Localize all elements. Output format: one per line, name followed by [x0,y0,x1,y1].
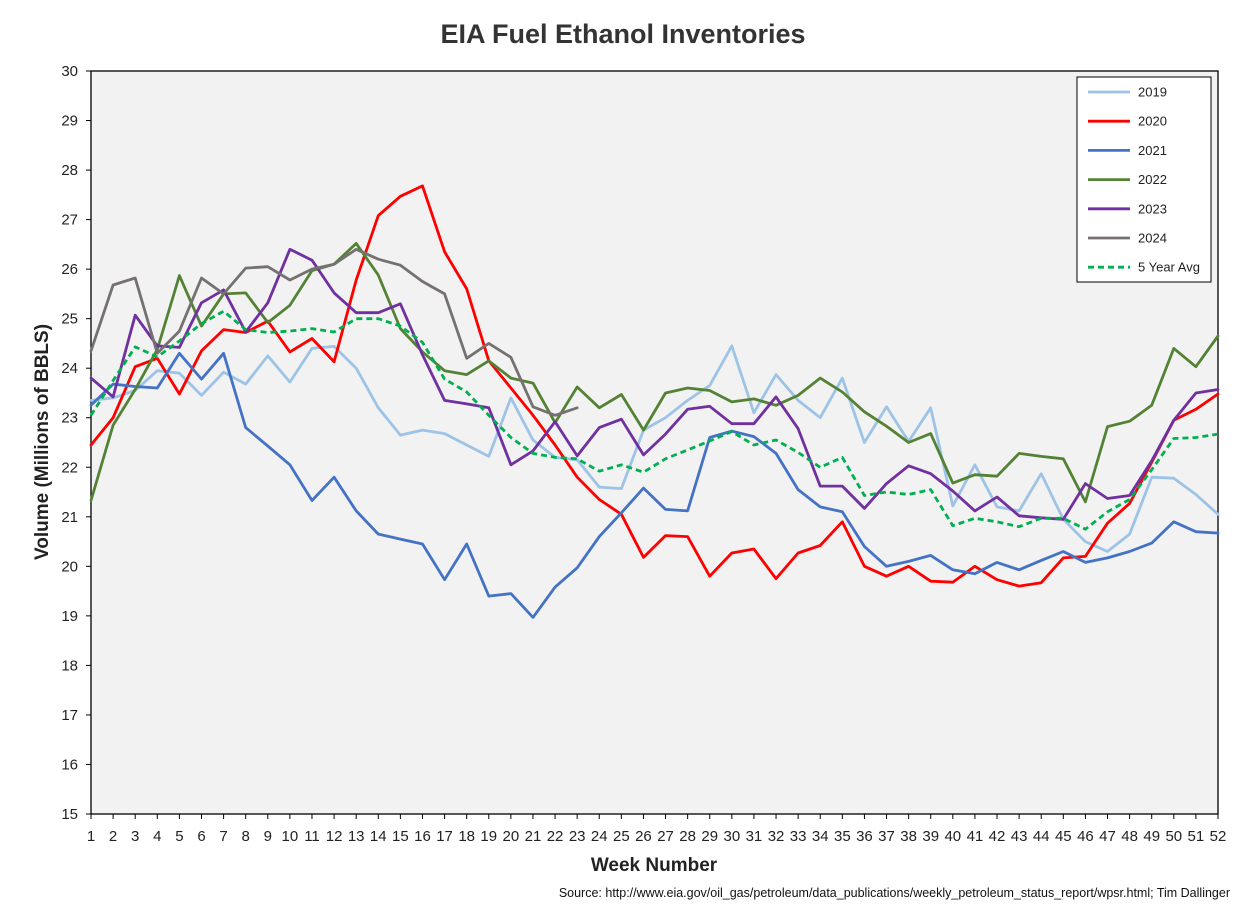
x-tick-label: 37 [878,828,895,845]
x-tick-label: 7 [219,828,227,845]
series-line-2022 [89,242,1220,504]
y-axis-title: Volume (Millions of BBLS) [32,324,53,560]
x-tick-label: 43 [1011,828,1028,845]
x-tick-label: 5 [175,828,183,845]
x-tick-label: 32 [768,828,785,845]
x-tick-label: 31 [746,828,763,845]
source-note: Source: http://www.eia.gov/oil_gas/petro… [559,886,1230,900]
x-tick-label: 27 [657,828,674,845]
y-tick-label: 26 [61,261,78,278]
y-tick-label: 30 [61,63,78,80]
x-tick-label: 26 [635,828,652,845]
x-tick-label: 38 [900,828,917,845]
x-tick-label: 4 [153,828,161,845]
x-tick-label: 40 [944,828,961,845]
x-tick-label: 47 [1099,828,1116,845]
x-tick-label: 14 [370,828,387,845]
legend-label-2023: 2023 [1138,201,1167,216]
y-tick-label: 19 [61,608,78,625]
y-axis-ticks: 15 16 17 18 19 20 21 22 23 24 25 26 27 28 29 30 [61,63,91,823]
y-tick-label: 25 [61,311,78,328]
x-tick-label: 9 [264,828,272,845]
y-tick-label: 18 [61,657,78,674]
x-tick-label: 20 [503,828,520,845]
x-tick-label: 2 [109,828,117,845]
series-lines [89,184,1220,619]
x-tick-label: 48 [1121,828,1138,845]
y-tick-label: 16 [61,756,78,773]
y-tick-label: 28 [61,162,78,179]
legend-label-2020: 2020 [1138,114,1167,129]
series-line-5-year-avg [89,309,1219,531]
series-line-2024 [89,247,579,417]
x-tick-label: 22 [547,828,564,845]
x-tick-label: 42 [989,828,1006,845]
y-tick-label: 22 [61,459,78,476]
chart-title: EIA Fuel Ethanol Inventories [440,19,805,49]
legend-label-5-year-avg: 5 Year Avg [1138,260,1200,275]
x-tick-label: 6 [197,828,205,845]
plot-area [90,70,1219,815]
x-tick-label: 21 [525,828,542,845]
legend-label-2022: 2022 [1138,172,1167,187]
x-tick-label: 30 [723,828,740,845]
x-tick-label: 44 [1033,828,1050,845]
x-tick-label: 50 [1165,828,1182,845]
series-line-2021 [89,351,1220,619]
x-axis-ticks: 1 2 3 4 5 6 7 8 9 10 11 12 13 14 15 16 17 18 19 20 21 22 23 24 2… [87,814,1227,845]
x-tick-label: 25 [613,828,630,845]
legend-label-2024: 2024 [1138,231,1167,246]
x-tick-label: 1 [87,828,95,845]
x-tick-label: 35 [834,828,851,845]
x-tick-label: 34 [812,828,829,845]
series-line-2020 [89,184,1220,588]
x-tick-label: 39 [922,828,939,845]
x-tick-label: 11 [304,828,320,845]
x-tick-label: 13 [348,828,365,845]
x-tick-label: 52 [1210,828,1227,845]
x-tick-label: 24 [591,828,608,845]
y-tick-label: 21 [61,509,78,526]
x-tick-label: 49 [1143,828,1160,845]
series-line-2023 [89,247,1220,521]
x-tick-label: 15 [392,828,409,845]
x-tick-label: 23 [569,828,586,845]
x-tick-label: 16 [414,828,431,845]
x-tick-label: 36 [856,828,873,845]
x-tick-label: 28 [679,828,696,845]
x-tick-label: 12 [326,828,343,845]
x-tick-label: 19 [480,828,497,845]
x-tick-label: 41 [967,828,984,845]
x-tick-label: 10 [282,828,299,845]
x-tick-label: 29 [701,828,718,845]
x-tick-label: 33 [790,828,807,845]
y-tick-label: 20 [61,558,78,575]
legend-label-2021: 2021 [1138,143,1167,158]
x-tick-label: 8 [242,828,250,845]
x-tick-label: 17 [436,828,453,845]
y-tick-label: 27 [61,212,78,229]
x-tick-label: 51 [1188,828,1205,845]
y-tick-label: 29 [61,113,78,130]
y-tick-label: 17 [61,707,78,724]
legend: 2019 2020 2021 2022 2023 2024 5 Year Avg [1076,76,1212,283]
y-tick-label: 24 [61,360,78,377]
x-axis-title: Week Number [591,855,718,876]
x-tick-label: 45 [1055,828,1072,845]
y-tick-label: 23 [61,410,78,427]
x-tick-label: 18 [458,828,475,845]
y-tick-label: 15 [61,806,78,823]
x-tick-label: 3 [131,828,139,845]
x-tick-label: 46 [1077,828,1094,845]
series-line-2019 [89,344,1220,553]
legend-label-2019: 2019 [1138,85,1167,100]
